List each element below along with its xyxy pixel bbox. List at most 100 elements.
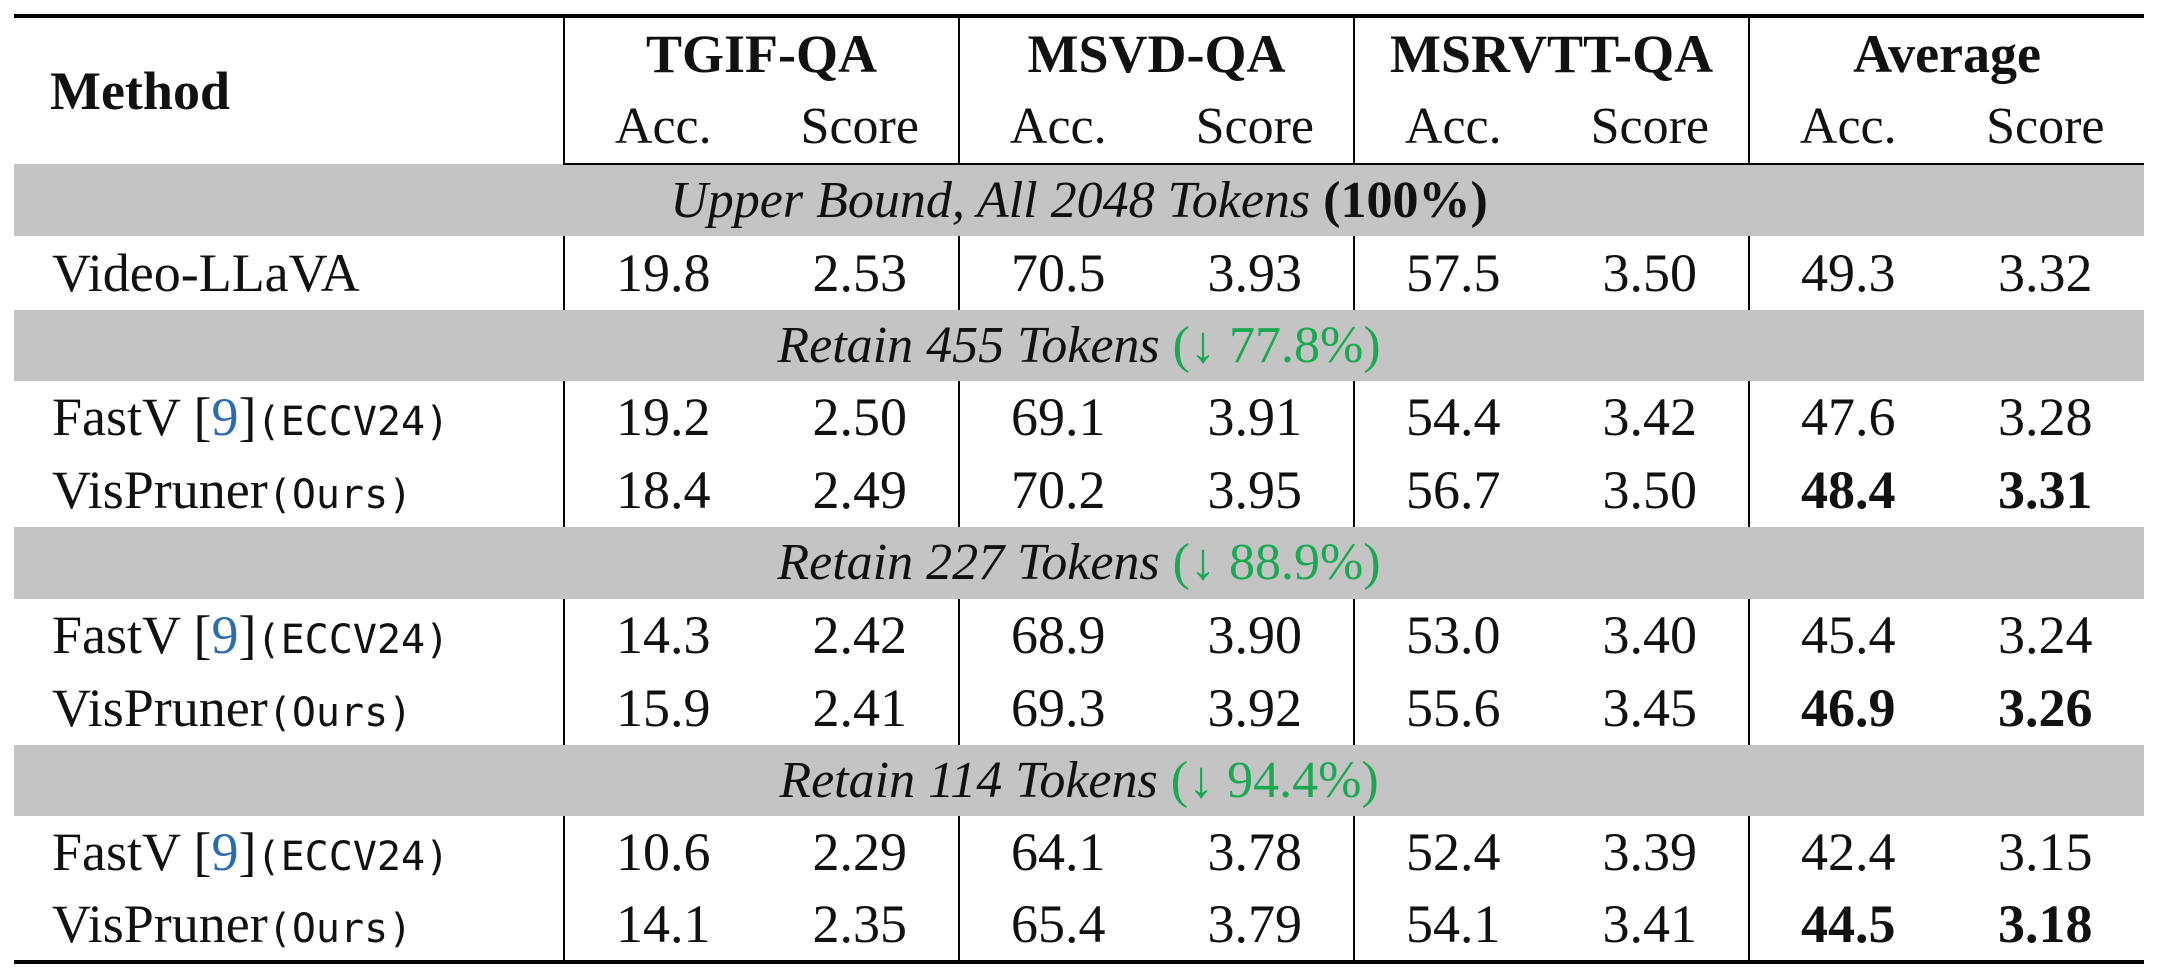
- table-row: VisPruner(Ours) 18.4 2.49 70.2 3.95 56.7…: [14, 453, 2144, 528]
- value-cell: 3.79: [1156, 888, 1356, 962]
- value-cell: 3.39: [1551, 816, 1751, 889]
- citation-bracket: ]: [238, 822, 257, 883]
- value-cell: 3.93: [1156, 235, 1356, 310]
- value-cell: 3.15: [1998, 822, 2093, 883]
- value-cell: 54.4: [1406, 387, 1501, 448]
- subheader-acc: Acc.: [564, 90, 762, 165]
- section-percent: (↓ 77.8%): [1172, 317, 1381, 375]
- value-cell-best: 48.4: [1801, 460, 1896, 521]
- citation-bracket: ]: [238, 387, 257, 448]
- subheader-score: Score: [1156, 90, 1356, 165]
- value-cell: 52.4: [1406, 822, 1501, 883]
- section-percent: (↓ 94.4%): [1170, 751, 1379, 809]
- header-row-groups: Method TGIF-QA MSVD-QA MSRVTT-QA Average: [14, 16, 2144, 164]
- value-cell: 3.90: [1156, 598, 1356, 671]
- table-row: FastV [9](ECCV24) 14.3 2.42 68.9 3.90 53…: [14, 598, 2144, 671]
- section-header-upper-bound: Upper Bound, All 2048 Tokens (100%): [14, 164, 2145, 236]
- value-cell: 2.29: [761, 816, 961, 889]
- value-cell: 42.4: [1801, 822, 1896, 883]
- venue-label: (ECCV24): [256, 399, 450, 446]
- value-cell: 10.6: [616, 822, 711, 883]
- section-header-retain-455: Retain 455 Tokens (↓ 77.8%): [14, 309, 2145, 382]
- value-cell: 3.42: [1551, 381, 1751, 454]
- table-row: Video-LLaVA 19.8 2.53 70.5 3.93 57.5 3.5…: [14, 235, 2144, 310]
- citation-link[interactable]: 9: [211, 604, 239, 665]
- method-name: FastV [: [52, 822, 212, 883]
- results-table: Method TGIF-QA MSVD-QA MSRVTT-QA Average…: [14, 14, 2145, 964]
- venue-label: (ECCV24): [256, 834, 450, 881]
- value-cell: 14.3: [616, 604, 711, 665]
- section-header-retain-114: Retain 114 Tokens (↓ 94.4%): [14, 744, 2145, 817]
- subheader-acc: Acc.: [959, 90, 1157, 165]
- venue-label: (ECCV24): [256, 616, 450, 663]
- method-cell: FastV [9](ECCV24): [14, 598, 565, 671]
- citation-bracket: ]: [238, 604, 257, 665]
- value-cell: 65.4: [1011, 894, 1106, 955]
- value-cell: 47.6: [1801, 387, 1896, 448]
- method-cell: VisPruner(Ours): [14, 888, 565, 962]
- method-header: Method: [14, 16, 565, 164]
- value-cell: 53.0: [1406, 604, 1501, 665]
- method-name: Video-LLaVA: [52, 242, 360, 303]
- section-percent: (↓ 88.9%): [1172, 534, 1381, 592]
- citation-link[interactable]: 9: [211, 387, 239, 448]
- value-cell: 3.41: [1551, 888, 1751, 962]
- method-name: VisPruner: [52, 677, 268, 738]
- value-cell: 18.4: [616, 460, 711, 521]
- table-row: FastV [9](ECCV24) 19.2 2.50 69.1 3.91 54…: [14, 381, 2144, 454]
- value-cell: 57.5: [1406, 242, 1501, 303]
- method-name: VisPruner: [52, 460, 268, 521]
- value-cell: 2.49: [761, 453, 961, 528]
- method-name: FastV [: [52, 387, 212, 448]
- section-percent: (100%): [1323, 171, 1488, 229]
- value-cell: 68.9: [1011, 604, 1106, 665]
- method-cell: FastV [9](ECCV24): [14, 816, 565, 889]
- value-cell: 70.2: [1011, 460, 1106, 521]
- section-header-retain-227: Retain 227 Tokens (↓ 88.9%): [14, 527, 2145, 599]
- table-row: FastV [9](ECCV24) 10.6 2.29 64.1 3.78 52…: [14, 816, 2144, 889]
- method-name: VisPruner: [52, 894, 268, 955]
- value-cell: 55.6: [1406, 677, 1501, 738]
- value-cell: 2.42: [761, 598, 961, 671]
- group-header-average: Average: [1853, 24, 2041, 84]
- subheader-score: Score: [1946, 90, 2145, 165]
- value-cell-best: 46.9: [1801, 677, 1896, 738]
- method-name: FastV [: [52, 604, 212, 665]
- value-cell: 15.9: [616, 677, 711, 738]
- value-cell-best: 44.5: [1801, 894, 1896, 955]
- subheader-score: Score: [1551, 90, 1751, 165]
- subheader-acc: Acc.: [1354, 90, 1552, 165]
- value-cell: 2.41: [761, 670, 961, 745]
- method-cell: VisPruner(Ours): [14, 670, 565, 745]
- venue-label: (Ours): [267, 689, 413, 736]
- value-cell: 70.5: [1011, 242, 1106, 303]
- citation-link[interactable]: 9: [211, 822, 239, 883]
- value-cell: 3.28: [1998, 387, 2093, 448]
- group-header-tgif-qa: TGIF-QA: [564, 16, 961, 90]
- section-label: Retain 114 Tokens: [779, 751, 1158, 809]
- value-cell: 69.3: [1011, 677, 1106, 738]
- method-cell: FastV [9](ECCV24): [14, 381, 565, 454]
- venue-label: (Ours): [267, 472, 413, 519]
- value-cell: 3.45: [1551, 670, 1751, 745]
- method-cell: Video-LLaVA: [14, 235, 565, 310]
- value-cell: 64.1: [1011, 822, 1106, 883]
- value-cell: 3.78: [1156, 816, 1356, 889]
- value-cell: 3.40: [1551, 598, 1751, 671]
- header-row-subcolumns: Acc. Score Acc. Score Acc. Score Acc. Sc…: [14, 90, 2145, 165]
- value-cell: 69.1: [1011, 387, 1106, 448]
- value-cell: 3.50: [1551, 235, 1751, 310]
- value-cell: 3.24: [1998, 604, 2093, 665]
- value-cell-best: 3.18: [1998, 894, 2093, 955]
- table-row: VisPruner(Ours) 15.9 2.41 69.3 3.92 55.6…: [14, 670, 2144, 745]
- subheader-acc: Acc.: [1749, 90, 1947, 165]
- section-label: Retain 227 Tokens: [777, 534, 1160, 592]
- table-row: VisPruner(Ours) 14.1 2.35 65.4 3.79 54.1…: [14, 888, 2144, 962]
- value-cell: 3.95: [1156, 453, 1356, 528]
- value-cell: 3.50: [1551, 453, 1751, 528]
- value-cell: 19.8: [616, 242, 711, 303]
- group-header-msvd-qa: MSVD-QA: [959, 16, 1356, 90]
- value-cell: 3.91: [1156, 381, 1356, 454]
- value-cell: 3.32: [1998, 242, 2093, 303]
